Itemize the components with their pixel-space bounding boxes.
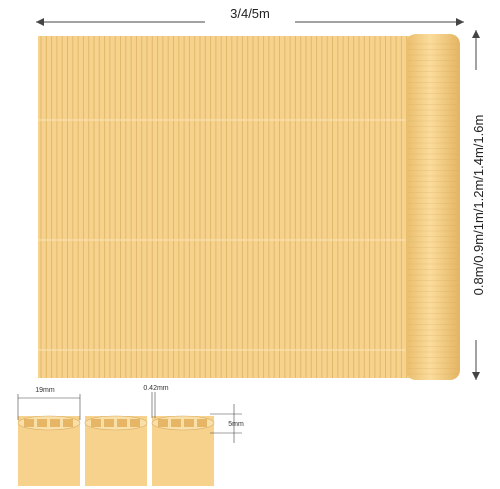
arrow-head <box>472 30 480 38</box>
cross-sections <box>17 415 215 486</box>
section-cell <box>184 419 194 427</box>
section-cell <box>37 419 47 427</box>
width-label: 19mm <box>35 387 55 394</box>
height-label: 0.8m/0.9m/1m/1.2m/1.4m/1.6m <box>471 115 486 296</box>
section-cell <box>197 419 207 427</box>
section-cell <box>63 419 73 427</box>
arrow-head <box>36 18 44 26</box>
arrow-head <box>472 372 480 380</box>
roll <box>406 34 460 380</box>
label-bg <box>205 5 295 23</box>
arrow-head <box>456 18 464 26</box>
section-cell <box>24 419 34 427</box>
section-cell <box>50 419 60 427</box>
mat <box>38 36 413 378</box>
length-label: 3/4/5m <box>230 6 270 21</box>
slats <box>38 36 413 378</box>
section-cell <box>171 419 181 427</box>
section-cell <box>117 419 127 427</box>
wall-label: 0.42mm <box>143 385 168 392</box>
depth-label: 5mm <box>228 421 244 428</box>
label-bg <box>469 70 487 340</box>
section-cell <box>130 419 140 427</box>
roll-bands <box>408 43 458 375</box>
section-cell <box>91 419 101 427</box>
section-cell <box>158 419 168 427</box>
section-cell <box>104 419 114 427</box>
